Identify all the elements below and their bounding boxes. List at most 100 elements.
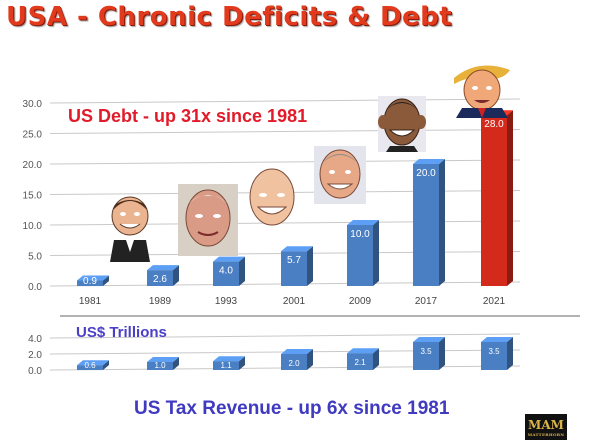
tax-chart-bars: 0.6 1.0 1.1 2.0 2.1 3.5 3.5 <box>77 337 513 370</box>
tax-bar-side <box>239 356 245 370</box>
debt-gridline <box>49 98 521 104</box>
tax-bar: 2.0 <box>281 349 313 370</box>
tax-bar-top <box>77 360 109 366</box>
tax-bar: 2.1 <box>347 348 379 370</box>
debt-bar-side <box>173 265 179 286</box>
debt-annotation: US Debt - up 31x since 1981 <box>68 106 308 126</box>
debt-x-tick-label: 2001 <box>283 296 306 307</box>
debt-bar: 2.6 <box>147 265 179 286</box>
tax-bar-top <box>147 357 179 362</box>
logo-subtext: MATTERHORN <box>527 431 565 437</box>
debt-bar-side <box>103 275 109 286</box>
tax-bar-front <box>481 342 507 370</box>
page-title: USA - Chronic Deficits & Debt <box>6 2 453 32</box>
tax-data-label: 2.1 <box>354 358 366 367</box>
debt-bar-side <box>373 220 379 286</box>
debt-bar-top <box>147 265 179 271</box>
debt-y-tick-label: 20.0 <box>23 160 43 171</box>
tax-bar-side <box>307 349 313 370</box>
tax-bar-side <box>507 337 513 370</box>
tax-bar-front <box>213 361 239 370</box>
debt-bar-front <box>347 225 373 286</box>
debt-x-tick-label: 2021 <box>483 296 506 307</box>
debt-x-tick-label: 2017 <box>415 296 438 307</box>
tax-data-label: 1.1 <box>220 361 232 370</box>
caricature-portrait-4 <box>314 146 366 204</box>
debt-data-label: 4.0 <box>219 266 233 277</box>
tax-bar-side <box>439 337 445 370</box>
debt-chart-x-axis: 1981 1989 1993 2001 2009 2017 2021 <box>79 296 506 307</box>
debt-bar-top <box>213 256 245 262</box>
tax-gridline <box>49 333 521 339</box>
debt-y-tick-label: 25.0 <box>23 130 43 141</box>
debt-bar-top <box>77 275 109 281</box>
tax-bar-side <box>173 357 179 370</box>
caricature-portrait-2 <box>178 184 238 256</box>
debt-data-label: 2.6 <box>153 274 167 285</box>
debt-y-tick-label: 30.0 <box>23 99 43 110</box>
debt-bar-side <box>239 256 245 286</box>
caricature-portrait-6 <box>454 65 510 118</box>
tax-bar: 0.6 <box>77 360 109 370</box>
debt-x-tick-label: 1993 <box>215 296 238 307</box>
tax-chart-y-axis: 4.0 2.0 0.0 <box>28 334 42 377</box>
debt-y-tick-label: 15.0 <box>23 191 43 202</box>
tax-bar-side <box>103 360 109 370</box>
debt-bar-side <box>307 246 313 286</box>
debt-bar-top <box>413 159 445 164</box>
tax-data-label: 2.0 <box>288 359 300 368</box>
caricature-portrait-1 <box>110 196 150 262</box>
debt-data-label: 20.0 <box>416 168 436 179</box>
tax-bar-top <box>213 356 245 362</box>
tax-bar-top <box>347 348 379 354</box>
debt-y-tick-label: 10.0 <box>23 221 43 232</box>
debt-bar-front <box>413 164 439 286</box>
tax-data-label: 1.0 <box>154 361 166 370</box>
tax-bar: 1.1 <box>213 356 245 370</box>
tax-y-tick-label: 2.0 <box>28 350 42 361</box>
debt-bar-front <box>147 270 173 286</box>
debt-data-label: 28.0 <box>484 119 504 130</box>
tax-data-label: 3.5 <box>420 347 432 356</box>
debt-y-tick-label: 0.0 <box>28 282 42 293</box>
debt-bar-front <box>281 251 307 286</box>
debt-chart-y-axis: 30.0 25.0 20.0 15.0 10.0 5.0 0.0 <box>23 99 43 293</box>
debt-bar: 10.0 <box>347 220 379 286</box>
debt-bar-front <box>481 115 507 286</box>
tax-bar-front <box>347 353 373 370</box>
units-annotation: US$ Trillions <box>76 324 167 341</box>
tax-bar: 3.5 <box>481 337 513 370</box>
debt-gridline <box>49 129 521 134</box>
tax-data-label: 0.6 <box>84 361 96 370</box>
tax-bar-front <box>413 342 439 370</box>
tax-bar-front <box>281 354 307 370</box>
debt-bar: 0.9 <box>77 275 109 287</box>
debt-bar: 5.7 <box>281 246 313 286</box>
debt-x-tick-label: 1989 <box>149 296 172 307</box>
debt-x-tick-label: 1981 <box>79 296 102 307</box>
caricature-portrait-3 <box>249 168 295 226</box>
debt-data-label: 0.9 <box>83 276 97 287</box>
tax-bar: 1.0 <box>147 357 179 370</box>
debt-bar: 20.0 <box>413 159 445 286</box>
tax-bar-front <box>77 365 103 370</box>
tax-y-tick-label: 4.0 <box>28 334 42 345</box>
debt-bar-side <box>439 159 445 286</box>
debt-bar-side <box>507 110 513 286</box>
debt-bar: 4.0 <box>213 256 245 286</box>
caricature-portrait-5 <box>378 96 426 152</box>
tax-annotation: US Tax Revenue - up 6x since 1981 <box>134 398 450 419</box>
tax-bar-side <box>373 348 379 370</box>
debt-bar: 28.0 <box>481 110 513 286</box>
debt-bar-top <box>347 220 379 225</box>
debt-chart-bars: 0.9 2.6 4.0 5.7 10.0 20.0 28.0 <box>77 110 513 287</box>
tax-bar-top <box>413 337 445 342</box>
debt-data-label: 10.0 <box>350 229 370 240</box>
debt-x-tick-label: 2009 <box>349 296 372 307</box>
debt-bar-front <box>77 280 103 286</box>
debt-y-tick-label: 5.0 <box>28 252 42 263</box>
tax-bar-top <box>281 349 313 354</box>
tax-data-label: 3.5 <box>488 347 500 356</box>
debt-bar-front <box>213 261 239 286</box>
tax-bar-top <box>481 337 513 342</box>
